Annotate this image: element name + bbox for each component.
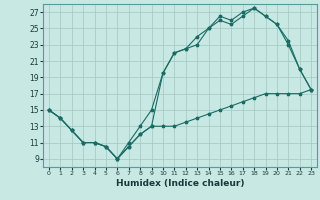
X-axis label: Humidex (Indice chaleur): Humidex (Indice chaleur) — [116, 179, 244, 188]
